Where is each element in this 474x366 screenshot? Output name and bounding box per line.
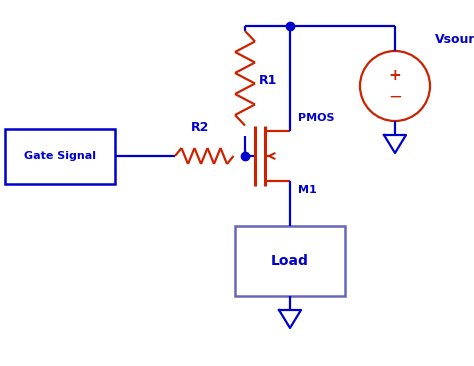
Text: Gate Signal: Gate Signal (24, 151, 96, 161)
FancyBboxPatch shape (5, 128, 115, 183)
Text: −: − (388, 88, 402, 106)
Text: R1: R1 (259, 75, 277, 87)
Text: M1: M1 (298, 185, 317, 195)
Text: Load: Load (271, 254, 309, 268)
Text: Vsource: Vsource (435, 33, 474, 46)
Text: R2: R2 (191, 121, 209, 134)
Text: PMOS: PMOS (298, 113, 335, 123)
FancyBboxPatch shape (235, 226, 345, 296)
Text: +: + (389, 68, 401, 83)
